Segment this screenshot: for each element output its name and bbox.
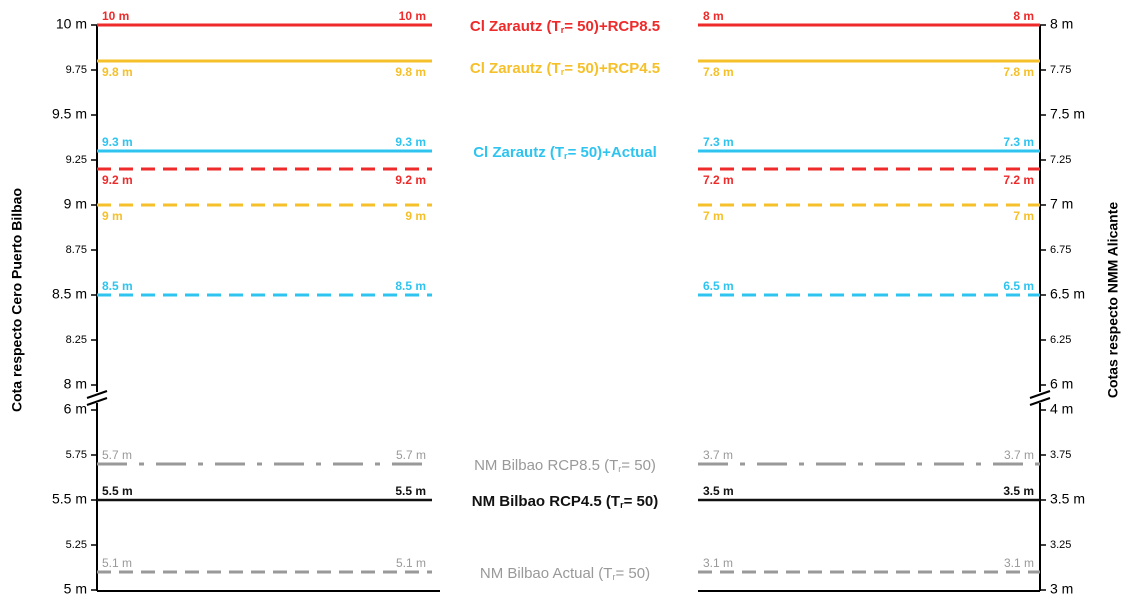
label-part: Cl Zarautz (T bbox=[473, 144, 564, 161]
label-part: = 50) bbox=[615, 565, 650, 582]
break-mark bbox=[86, 397, 108, 406]
tick-label: 5.25 bbox=[66, 539, 87, 551]
tick-label: 3.25 bbox=[1050, 539, 1071, 551]
tick-label: 7.25 bbox=[1050, 154, 1071, 166]
tick-label: 8.25 bbox=[66, 334, 87, 346]
level-label: Cl Zarautz (Tr= 50)+RCP4.5 bbox=[470, 60, 660, 77]
tick-label: 8 m bbox=[1050, 16, 1073, 32]
level-value: 9 m bbox=[405, 209, 426, 223]
level-value: 8 m bbox=[703, 9, 724, 23]
label-part: r bbox=[561, 67, 565, 77]
label-part: = 50) bbox=[621, 457, 656, 474]
tick-label: 3.75 bbox=[1050, 449, 1071, 461]
label-part: = 50) bbox=[624, 493, 659, 510]
tick-label: 7.75 bbox=[1050, 64, 1071, 76]
label-part: Cl Zarautz (T bbox=[470, 18, 561, 35]
level-value: 7.3 m bbox=[1003, 135, 1034, 149]
level-value: 7.2 m bbox=[1003, 173, 1034, 187]
tick-label: 9 m bbox=[64, 196, 87, 212]
level-value: 3.5 m bbox=[1003, 484, 1034, 498]
tick-label: 5.75 bbox=[66, 449, 87, 461]
label-part: r bbox=[561, 25, 565, 35]
tick-label: 8.75 bbox=[66, 244, 87, 256]
level-value: 8.5 m bbox=[102, 279, 133, 293]
tick-label: 5.5 m bbox=[52, 491, 87, 507]
level-value: 3.1 m bbox=[1004, 556, 1034, 570]
label-part: = 50)+Actual bbox=[568, 144, 657, 161]
level-value: 8 m bbox=[1013, 9, 1034, 23]
level-value: 3.7 m bbox=[703, 448, 733, 462]
level-value: 9.8 m bbox=[395, 65, 426, 79]
tick-label: 4 m bbox=[1050, 401, 1073, 417]
level-value: 7 m bbox=[703, 209, 724, 223]
label-part: r bbox=[612, 572, 615, 582]
tick-label: 7.5 m bbox=[1050, 106, 1085, 122]
tick-label: 8.5 m bbox=[52, 286, 87, 302]
tick-label: 5 m bbox=[64, 581, 87, 597]
level-value: 10 m bbox=[399, 9, 426, 23]
label-part: r bbox=[618, 464, 621, 474]
tick-label: 6 m bbox=[1050, 376, 1073, 392]
level-label: Cl Zarautz (Tr= 50)+RCP8.5 bbox=[470, 18, 660, 35]
level-value: 9.3 m bbox=[102, 135, 133, 149]
level-value: 10 m bbox=[102, 9, 129, 23]
tick-label: 6 m bbox=[64, 401, 87, 417]
level-value: 6.5 m bbox=[703, 279, 734, 293]
level-value: 5.1 m bbox=[102, 556, 132, 570]
level-value: 8.5 m bbox=[395, 279, 426, 293]
break-mark bbox=[1029, 397, 1051, 406]
label-part: = 50)+RCP8.5 bbox=[564, 18, 660, 35]
level-value: 3.5 m bbox=[703, 484, 734, 498]
level-value: 3.7 m bbox=[1004, 448, 1034, 462]
break-mark bbox=[1029, 390, 1051, 399]
level-value: 6.5 m bbox=[1003, 279, 1034, 293]
tick-label: 8 m bbox=[64, 376, 87, 392]
level-value: 5.5 m bbox=[102, 484, 133, 498]
level-label: NM Bilbao RCP8.5 (Tr= 50) bbox=[474, 457, 656, 474]
tick-label: 6.5 m bbox=[1050, 286, 1085, 302]
right-axis-title: Cotas respecto NMM Alicante bbox=[1105, 202, 1121, 399]
level-value: 7 m bbox=[1013, 209, 1034, 223]
level-value: 3.1 m bbox=[703, 556, 733, 570]
level-value: 9.3 m bbox=[395, 135, 426, 149]
level-value: 9.2 m bbox=[395, 173, 426, 187]
level-value: 9.2 m bbox=[102, 173, 133, 187]
level-label: NM Bilbao RCP4.5 (Tr= 50) bbox=[472, 493, 658, 510]
level-value: 5.7 m bbox=[396, 448, 426, 462]
tick-label: 9.75 bbox=[66, 64, 87, 76]
level-label: Cl Zarautz (Tr= 50)+Actual bbox=[473, 144, 657, 161]
tick-label: 6.75 bbox=[1050, 244, 1071, 256]
level-value: 7.8 m bbox=[703, 65, 734, 79]
label-part: r bbox=[620, 500, 624, 510]
break-mark bbox=[86, 390, 108, 399]
label-part: r bbox=[564, 151, 568, 161]
tick-label: 9.25 bbox=[66, 154, 87, 166]
level-value: 7.8 m bbox=[1003, 65, 1034, 79]
level-label: NM Bilbao Actual (Tr= 50) bbox=[480, 565, 650, 582]
label-part: NM Bilbao Actual (T bbox=[480, 565, 613, 582]
label-part: = 50)+RCP4.5 bbox=[564, 60, 660, 77]
level-value: 9.8 m bbox=[102, 65, 133, 79]
level-value: 7.2 m bbox=[703, 173, 734, 187]
tick-label: 10 m bbox=[56, 16, 87, 32]
tick-label: 7 m bbox=[1050, 196, 1073, 212]
level-value: 5.5 m bbox=[395, 484, 426, 498]
label-part: NM Bilbao RCP8.5 (T bbox=[474, 457, 618, 474]
level-value: 5.7 m bbox=[102, 448, 132, 462]
left-axis-title: Cota respecto Cero Puerto Bilbao bbox=[9, 188, 25, 412]
label-part: Cl Zarautz (T bbox=[470, 60, 561, 77]
tick-label: 3 m bbox=[1050, 581, 1073, 597]
level-value: 7.3 m bbox=[703, 135, 734, 149]
level-value: 5.1 m bbox=[396, 556, 426, 570]
tick-label: 3.5 m bbox=[1050, 491, 1085, 507]
label-part: NM Bilbao RCP4.5 (T bbox=[472, 493, 620, 510]
tick-label: 6.25 bbox=[1050, 334, 1071, 346]
tick-label: 9.5 m bbox=[52, 106, 87, 122]
level-value: 9 m bbox=[102, 209, 123, 223]
axes bbox=[86, 25, 1051, 592]
